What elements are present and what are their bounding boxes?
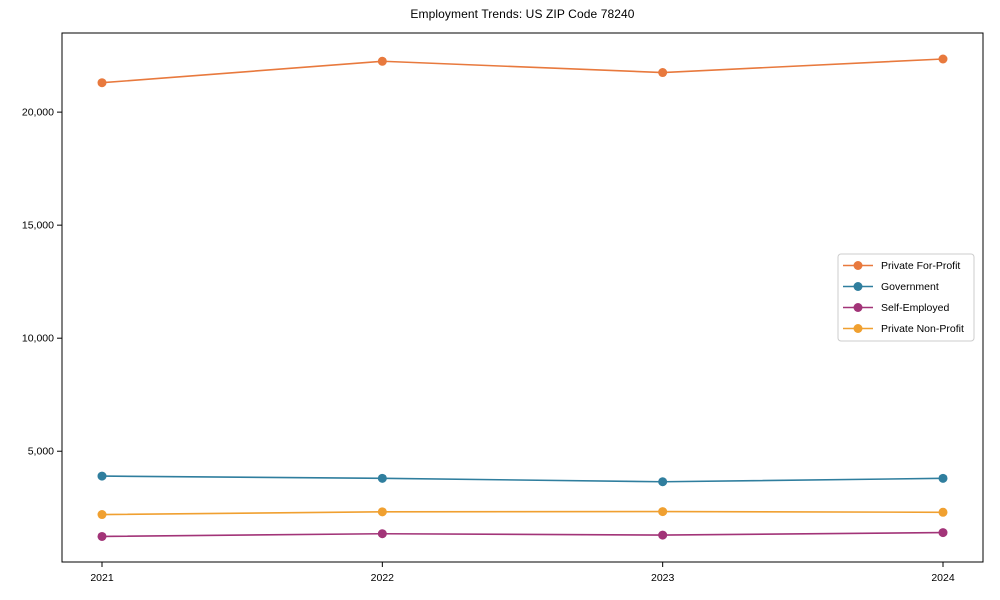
series-marker xyxy=(377,473,387,483)
legend-marker xyxy=(853,324,863,333)
series-marker xyxy=(97,510,107,520)
x-tick-label: 2023 xyxy=(651,572,675,584)
legend-entry: Government xyxy=(843,281,939,293)
series-marker xyxy=(377,529,387,539)
x-tick-label: 2024 xyxy=(931,572,955,584)
series-marker xyxy=(658,530,668,540)
series-line xyxy=(101,58,944,84)
legend-label: Private Non-Profit xyxy=(881,323,964,335)
series-marker xyxy=(97,78,107,88)
series-marker xyxy=(658,68,668,78)
series-marker xyxy=(377,507,387,517)
legend-label: Government xyxy=(881,281,939,293)
legend-entry: Self-Employed xyxy=(843,302,949,314)
legend-marker xyxy=(853,261,863,270)
series-line xyxy=(101,475,944,483)
legend-label: Self-Employed xyxy=(881,302,949,314)
legend-entry: Private For-Profit xyxy=(843,260,960,272)
y-tick-label: 20,000 xyxy=(22,107,54,119)
series-marker xyxy=(938,507,948,517)
series-marker xyxy=(97,471,107,481)
legend-entry: Private Non-Profit xyxy=(843,323,964,335)
x-tick-label: 2022 xyxy=(371,572,395,584)
chart-title: Employment Trends: US ZIP Code 78240 xyxy=(410,7,635,21)
series-marker xyxy=(938,473,948,483)
series-marker xyxy=(377,56,387,66)
legend-marker xyxy=(853,303,863,312)
y-tick-label: 5,000 xyxy=(28,446,54,458)
series-line xyxy=(101,510,944,516)
series-marker xyxy=(658,477,668,487)
series-marker xyxy=(658,507,668,517)
legend-label: Private For-Profit xyxy=(881,260,960,272)
series-marker xyxy=(938,54,948,64)
series-marker xyxy=(97,531,107,541)
x-tick-label: 2021 xyxy=(90,572,114,584)
legend-marker xyxy=(853,282,863,291)
series-marker xyxy=(938,528,948,538)
legend-box xyxy=(837,253,975,342)
y-tick-label: 15,000 xyxy=(22,220,54,232)
y-tick-label: 10,000 xyxy=(22,333,54,345)
plot-frame xyxy=(61,32,984,563)
series-line xyxy=(101,531,944,538)
